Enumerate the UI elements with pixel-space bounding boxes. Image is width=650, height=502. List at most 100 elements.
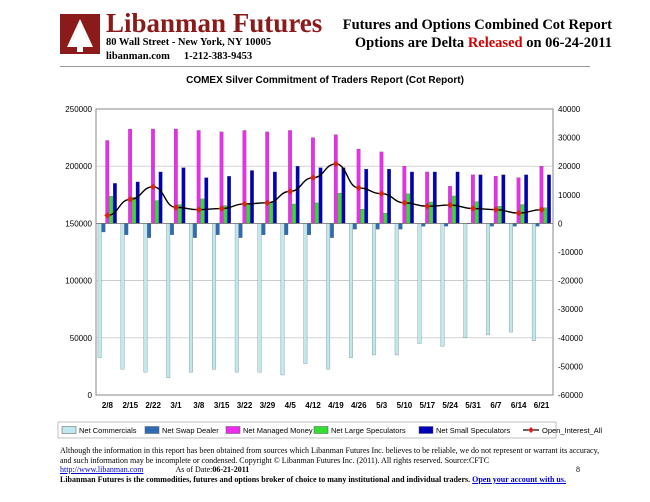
open-interest-point	[172, 204, 180, 211]
bar-net-managed-money	[402, 166, 407, 224]
right-tick-label: -10000	[558, 248, 583, 257]
right-tick-label: 30000	[558, 134, 581, 143]
legend-label: Net Small Speculators	[436, 426, 510, 435]
bar-net-small-speculators	[113, 183, 117, 224]
company-website: libanman.com	[106, 51, 170, 62]
open-interest-point	[309, 174, 317, 181]
bar-net-managed-money	[128, 128, 132, 224]
legend-swatch	[313, 426, 329, 434]
bar-net-managed-money	[151, 128, 155, 224]
legend-label: Net Commercials	[79, 426, 137, 435]
bar-net-commercials	[372, 223, 376, 356]
open-interest-point	[424, 203, 431, 210]
right-tick-label: 20000	[558, 162, 581, 171]
bar-net-small-speculators	[250, 170, 254, 224]
x-tick-label: 3/1	[170, 401, 182, 410]
bar-net-large-speculators	[383, 212, 388, 224]
open-account-link[interactable]: Open your account with us.	[472, 474, 566, 484]
bar-net-large-speculators	[406, 193, 410, 224]
report-title: Futures and Options Combined Cot Report	[342, 17, 612, 33]
bar-net-managed-money	[265, 131, 270, 224]
chart-title: COMEX Silver Commitment of Traders Repor…	[186, 75, 464, 86]
bar-net-large-speculators	[154, 200, 159, 224]
subtitle-date: on 06-24-2011	[522, 35, 612, 51]
footer: Although the information in this report …	[60, 446, 600, 484]
company-logo	[60, 14, 100, 54]
bar-net-small-speculators	[295, 166, 300, 224]
bar-net-managed-money	[105, 140, 110, 224]
x-tick-label: 6/7	[490, 401, 502, 410]
company-contact: libanman.com 1-212-383-9453	[106, 51, 252, 62]
left-tick-label: 250000	[65, 105, 92, 114]
open-interest-point	[195, 206, 203, 213]
right-tick-label: -60000	[558, 391, 583, 400]
x-tick-label: 5/17	[420, 401, 436, 410]
bar-net-managed-money	[539, 166, 544, 224]
legend-swatch	[144, 426, 160, 434]
bar-net-large-speculators	[200, 198, 205, 224]
bar-net-swap-dealer	[444, 223, 449, 227]
website-link[interactable]: http://www.libanman.com	[60, 465, 144, 474]
open-interest-point	[492, 206, 500, 213]
bar-net-small-speculators	[204, 177, 209, 224]
bar-net-small-speculators	[547, 174, 551, 224]
bar-net-swap-dealer	[352, 223, 357, 230]
x-tick-label: 4/19	[328, 401, 344, 410]
bar-net-large-speculators	[337, 192, 342, 224]
bar-net-commercials	[394, 223, 399, 356]
legend-swatch-marker	[528, 427, 534, 433]
as-of-prefix: As of Date:	[175, 465, 213, 474]
open-interest-point	[287, 188, 294, 195]
x-tick-label: 6/14	[511, 401, 527, 410]
right-tick-label: 0	[558, 219, 563, 228]
legend-swatch	[225, 426, 241, 434]
open-interest-point	[515, 209, 522, 217]
open-interest-point	[127, 196, 134, 203]
legend-label: Net Large Speculators	[331, 426, 406, 435]
bar-net-commercials	[463, 223, 468, 338]
x-tick-label: 4/26	[351, 401, 367, 410]
bar-net-commercials	[257, 223, 262, 373]
bar-net-large-speculators	[132, 196, 136, 224]
legend-label: Open_Interest_All	[542, 426, 602, 435]
bar-net-managed-money	[516, 177, 521, 224]
x-tick-label: 2/8	[102, 401, 114, 410]
legend-swatch	[418, 426, 434, 434]
bar-net-small-speculators	[364, 168, 369, 224]
bar-net-swap-dealer	[147, 223, 152, 238]
x-tick-label: 4/12	[305, 401, 321, 410]
bar-net-small-speculators	[501, 174, 506, 224]
open-interest-point	[469, 205, 477, 212]
bar-net-swap-dealer	[215, 223, 220, 235]
right-tick-label: -50000	[558, 362, 583, 371]
bar-net-swap-dealer	[284, 223, 289, 235]
bar-net-small-speculators	[478, 174, 483, 224]
bar-net-large-speculators	[109, 196, 113, 224]
left-tick-label: 100000	[65, 277, 92, 286]
company-phone: 1-212-383-9453	[183, 51, 253, 62]
bar-net-small-speculators	[524, 174, 529, 224]
right-tick-label: 10000	[558, 191, 581, 200]
x-tick-label: 3/29	[260, 401, 276, 410]
bar-net-swap-dealer	[330, 223, 334, 238]
bar-net-small-speculators	[410, 171, 414, 224]
footer-tagline-row: Libanman Futures is the commodities, fut…	[60, 475, 600, 485]
bar-net-managed-money	[379, 151, 384, 224]
bar-net-managed-money	[493, 176, 498, 224]
bar-net-managed-money	[333, 134, 338, 224]
report-header: Futures and Options Combined Cot Report …	[343, 16, 612, 52]
bar-net-swap-dealer	[193, 223, 197, 238]
x-tick-label: 5/24	[442, 401, 458, 410]
bar-net-commercials	[120, 223, 125, 370]
bar-net-swap-dealer	[238, 223, 243, 238]
open-interest-point	[538, 206, 545, 213]
open-interest-point	[401, 199, 408, 207]
bar-net-swap-dealer	[535, 223, 540, 227]
legend-swatch	[61, 426, 77, 434]
x-tick-label: 5/3	[376, 401, 388, 410]
bar-net-commercials	[509, 223, 513, 333]
right-tick-label: -30000	[558, 305, 583, 314]
x-tick-label: 2/22	[145, 401, 161, 410]
subtitle-prefix: Options are Delta	[354, 35, 468, 51]
open-interest-point	[332, 160, 340, 168]
